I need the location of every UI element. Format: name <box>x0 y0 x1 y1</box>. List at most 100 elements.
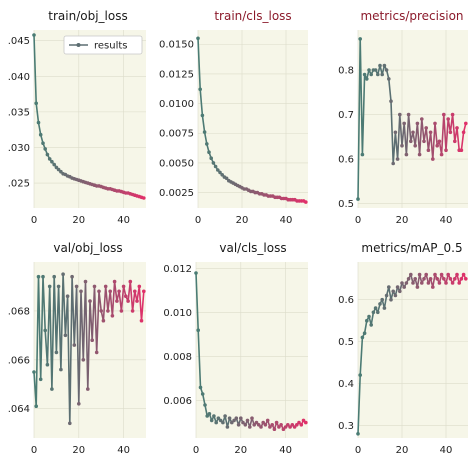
legend-box <box>63 35 143 55</box>
x-tick-label: 40 <box>117 215 130 226</box>
data-point <box>406 112 411 117</box>
data-point <box>424 272 429 277</box>
data-point <box>196 328 200 333</box>
data-point <box>360 152 365 157</box>
data-point <box>45 152 50 157</box>
data-point <box>422 277 426 281</box>
data-point <box>369 323 374 327</box>
data-point <box>367 314 371 319</box>
data-point <box>411 130 415 135</box>
data-point <box>216 168 220 172</box>
data-point <box>457 281 462 285</box>
data-point <box>290 423 295 427</box>
data-point <box>393 130 398 135</box>
x-tick-label: 20 <box>72 215 85 226</box>
data-point <box>446 117 451 121</box>
y-tick-label: .040 <box>8 72 30 83</box>
data-point <box>43 328 47 333</box>
data-point <box>128 279 133 284</box>
data-point <box>236 423 241 427</box>
data-point <box>295 423 299 427</box>
data-point <box>112 279 117 284</box>
chart-title: val/obj_loss <box>53 241 122 255</box>
data-point <box>417 152 422 157</box>
chart-panel-6: metrics/mAP_0.5 0.3 0.4 0.5 0.6 0 20 40 <box>338 241 468 456</box>
data-point <box>54 165 59 170</box>
data-point <box>426 148 431 152</box>
data-point <box>52 274 56 279</box>
chart-panel-2: train/cls_loss 0.0025 0.0050 0.0075 0.0100 0.… <box>159 9 308 226</box>
x-tick-label: 40 <box>279 445 292 456</box>
data-point <box>90 338 94 343</box>
data-point <box>243 423 248 427</box>
data-point <box>221 420 225 425</box>
data-point <box>65 294 70 299</box>
data-point <box>119 309 124 313</box>
y-tick-label: .035 <box>8 107 30 118</box>
data-point <box>402 285 407 289</box>
data-point <box>274 420 279 425</box>
data-point <box>356 197 360 201</box>
data-point <box>99 309 103 313</box>
data-point <box>212 414 216 418</box>
data-point <box>92 284 97 289</box>
data-point <box>101 318 106 323</box>
data-point <box>110 314 115 318</box>
data-point <box>384 68 389 72</box>
data-point <box>63 333 68 338</box>
data-point <box>41 274 45 279</box>
x-tick-label: 0 <box>31 445 37 456</box>
data-point <box>196 36 200 41</box>
data-point <box>94 350 99 355</box>
data-point <box>263 423 268 427</box>
data-point <box>358 373 363 377</box>
data-point <box>461 130 466 135</box>
data-point <box>88 299 92 303</box>
data-point <box>409 272 413 277</box>
data-point <box>387 77 391 81</box>
data-point <box>453 139 457 144</box>
data-point <box>360 335 365 340</box>
data-point <box>133 289 137 294</box>
data-point <box>245 418 250 423</box>
legend: results <box>63 35 143 55</box>
data-point <box>74 284 79 289</box>
data-point <box>70 274 74 279</box>
data-point <box>200 392 205 396</box>
y-tick-label: 0.6 <box>338 155 354 166</box>
data-point <box>198 385 203 390</box>
data-point <box>369 72 374 77</box>
y-tick-label: 0.012 <box>163 264 192 275</box>
data-point <box>213 164 218 169</box>
data-point <box>464 277 468 281</box>
data-point <box>254 420 259 425</box>
data-point <box>265 418 270 423</box>
data-point <box>413 143 418 148</box>
data-point <box>378 302 382 306</box>
y-tick-label: .068 <box>8 306 30 317</box>
data-point <box>446 272 451 277</box>
y-tick-label: 0.7 <box>338 110 354 121</box>
data-point <box>224 176 229 181</box>
data-point <box>281 427 286 432</box>
data-point <box>453 277 457 281</box>
data-point <box>301 418 306 423</box>
data-point <box>259 425 263 429</box>
data-point <box>36 274 41 279</box>
data-point <box>464 121 468 126</box>
data-point <box>59 367 63 372</box>
data-point <box>391 161 396 166</box>
data-point <box>411 281 415 285</box>
data-point <box>442 277 446 281</box>
data-point <box>72 343 77 347</box>
y-tick-label: 0.0075 <box>159 129 194 140</box>
data-point <box>36 120 41 125</box>
data-point <box>216 416 221 421</box>
data-point <box>444 148 448 152</box>
x-tick-label: 20 <box>396 445 409 456</box>
data-point <box>395 285 400 289</box>
data-point <box>428 130 433 135</box>
y-tick-label: .066 <box>8 355 30 366</box>
data-point <box>304 200 308 204</box>
